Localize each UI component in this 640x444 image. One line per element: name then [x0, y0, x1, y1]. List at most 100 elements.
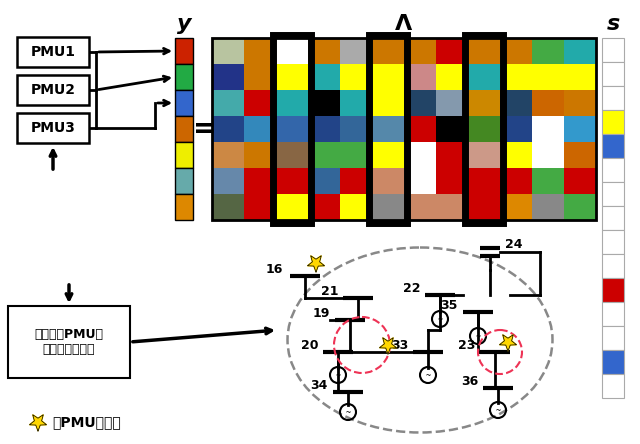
Text: ~: ~: [476, 332, 481, 341]
Text: ~: ~: [346, 408, 351, 417]
Bar: [372, 116, 404, 142]
Bar: [564, 194, 596, 220]
Text: Λ: Λ: [396, 14, 413, 34]
Bar: [276, 116, 308, 142]
Bar: [468, 142, 500, 168]
Bar: [244, 64, 276, 90]
Bar: [532, 64, 564, 90]
Bar: [436, 38, 468, 64]
Bar: [532, 168, 564, 194]
Bar: [372, 38, 404, 64]
Bar: [465, 35, 503, 223]
Bar: [175, 194, 193, 220]
Bar: [175, 38, 193, 64]
Bar: [276, 168, 308, 194]
Bar: [602, 134, 624, 158]
Text: PMU2: PMU2: [31, 83, 76, 97]
Bar: [532, 90, 564, 116]
Bar: [436, 142, 468, 168]
Bar: [340, 194, 372, 220]
Bar: [308, 116, 340, 142]
Text: 16: 16: [266, 262, 283, 275]
Bar: [532, 38, 564, 64]
Bar: [436, 168, 468, 194]
FancyBboxPatch shape: [17, 37, 89, 67]
Bar: [212, 38, 244, 64]
Bar: [436, 64, 468, 90]
Bar: [436, 116, 468, 142]
Text: =: =: [193, 115, 217, 143]
Bar: [564, 142, 596, 168]
Bar: [602, 110, 624, 134]
Polygon shape: [380, 338, 397, 354]
Bar: [212, 38, 596, 220]
FancyBboxPatch shape: [8, 306, 130, 378]
Bar: [404, 142, 436, 168]
Bar: [372, 194, 404, 220]
Bar: [564, 116, 596, 142]
Bar: [404, 116, 436, 142]
Polygon shape: [29, 415, 47, 431]
Bar: [602, 158, 624, 182]
Text: s: s: [606, 14, 620, 34]
Bar: [602, 254, 624, 278]
Bar: [244, 194, 276, 220]
Bar: [564, 168, 596, 194]
Bar: [372, 142, 404, 168]
Bar: [308, 38, 340, 64]
Text: ~: ~: [495, 406, 500, 415]
Bar: [372, 90, 404, 116]
Bar: [602, 38, 624, 62]
Text: 电力系统PMU节
点扰动数据收集: 电力系统PMU节 点扰动数据收集: [35, 328, 104, 356]
Bar: [564, 90, 596, 116]
FancyBboxPatch shape: [17, 113, 89, 143]
Bar: [500, 168, 532, 194]
Polygon shape: [307, 256, 324, 272]
Bar: [369, 35, 407, 223]
Text: ：PMU布置点: ：PMU布置点: [52, 415, 121, 429]
Bar: [468, 64, 500, 90]
Bar: [175, 90, 193, 116]
Text: 19: 19: [312, 306, 330, 320]
Bar: [212, 64, 244, 90]
Bar: [564, 64, 596, 90]
Bar: [308, 64, 340, 90]
Bar: [340, 168, 372, 194]
Bar: [212, 142, 244, 168]
Bar: [500, 90, 532, 116]
Text: 20: 20: [301, 338, 318, 352]
Bar: [468, 90, 500, 116]
Text: PMU1: PMU1: [31, 45, 76, 59]
Bar: [340, 90, 372, 116]
Text: ~: ~: [335, 371, 340, 380]
Text: 21: 21: [321, 285, 338, 297]
Bar: [602, 350, 624, 374]
Bar: [244, 168, 276, 194]
Bar: [532, 142, 564, 168]
Text: 35: 35: [440, 298, 458, 312]
Bar: [436, 194, 468, 220]
Text: 34: 34: [310, 378, 328, 392]
Bar: [244, 116, 276, 142]
Bar: [308, 168, 340, 194]
Bar: [276, 90, 308, 116]
Bar: [276, 38, 308, 64]
Text: 33: 33: [391, 338, 408, 352]
Text: ~: ~: [426, 371, 431, 380]
Text: y: y: [177, 14, 191, 34]
Bar: [564, 38, 596, 64]
Bar: [175, 168, 193, 194]
Polygon shape: [499, 335, 516, 351]
Bar: [468, 38, 500, 64]
Bar: [404, 90, 436, 116]
Bar: [212, 90, 244, 116]
Bar: [404, 194, 436, 220]
Bar: [500, 142, 532, 168]
Bar: [273, 35, 311, 223]
FancyBboxPatch shape: [17, 75, 89, 105]
Bar: [436, 90, 468, 116]
Bar: [244, 90, 276, 116]
Text: 22: 22: [403, 281, 420, 294]
Bar: [602, 278, 624, 302]
Text: 36: 36: [461, 374, 478, 388]
